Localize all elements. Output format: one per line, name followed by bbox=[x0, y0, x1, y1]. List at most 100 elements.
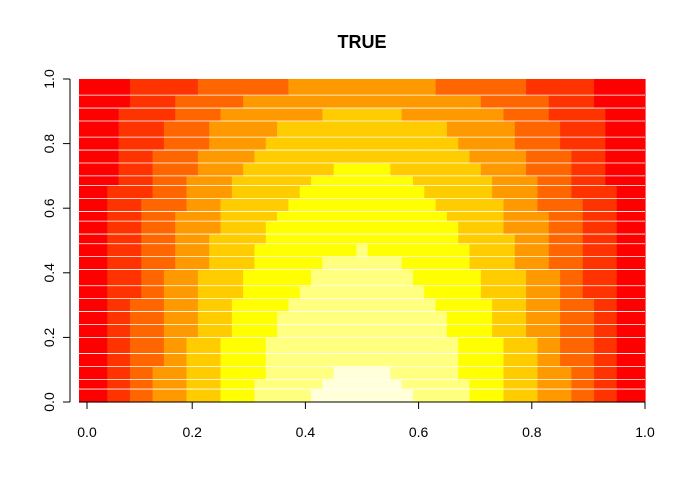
heatmap-cell bbox=[254, 269, 267, 287]
heatmap-cell bbox=[628, 311, 640, 326]
heatmap-cell bbox=[299, 211, 312, 222]
heatmap-cell bbox=[390, 379, 403, 390]
heatmap-cell bbox=[322, 137, 335, 151]
heatmap-cell bbox=[378, 298, 391, 313]
heatmap-cell bbox=[526, 285, 539, 300]
heatmap-cell bbox=[458, 79, 471, 96]
heatmap-cell bbox=[118, 324, 131, 338]
heatmap-cell bbox=[571, 256, 584, 271]
heatmap-cell bbox=[79, 150, 86, 164]
heatmap-cell bbox=[367, 353, 380, 368]
heatmap-cell bbox=[288, 162, 301, 177]
heatmap-cell bbox=[367, 324, 380, 338]
heatmap-cell bbox=[220, 79, 233, 96]
heatmap-cell bbox=[435, 162, 448, 177]
heatmap-cell bbox=[118, 337, 131, 355]
heatmap-cell bbox=[628, 298, 640, 313]
heatmap-cell bbox=[345, 389, 357, 403]
heatmap-cell bbox=[356, 298, 369, 313]
heatmap-cell bbox=[95, 211, 108, 222]
heatmap-cell bbox=[322, 175, 335, 187]
heatmap-cell bbox=[492, 243, 505, 258]
heatmap-cell bbox=[333, 256, 346, 271]
heatmap-cell bbox=[446, 162, 459, 177]
heatmap-cell bbox=[424, 353, 437, 368]
heatmap-cell bbox=[616, 162, 629, 177]
heatmap-cell bbox=[243, 79, 256, 96]
heatmap-cell bbox=[367, 175, 380, 187]
heatmap-cell bbox=[186, 379, 199, 390]
heatmap-cell bbox=[548, 211, 561, 222]
heatmap-cell bbox=[435, 337, 448, 355]
heatmap-cell bbox=[424, 150, 437, 164]
heatmap-cell bbox=[639, 337, 646, 355]
heatmap-cell bbox=[79, 269, 86, 287]
heatmap-cell bbox=[265, 120, 278, 138]
heatmap-cell bbox=[118, 79, 131, 96]
heatmap-cell bbox=[492, 234, 505, 245]
heatmap-cell bbox=[322, 269, 335, 287]
heatmap-cell bbox=[378, 198, 391, 213]
heatmap-cell bbox=[220, 243, 233, 258]
heatmap-cell bbox=[560, 353, 573, 368]
heatmap-cell bbox=[356, 311, 369, 326]
heatmap-cell bbox=[311, 150, 323, 164]
heatmap-cell bbox=[594, 150, 606, 164]
heatmap-cell bbox=[628, 120, 640, 138]
heatmap-cell bbox=[243, 211, 256, 222]
heatmap-cell bbox=[265, 298, 278, 313]
heatmap-cell bbox=[95, 311, 108, 326]
heatmap-cell bbox=[311, 175, 323, 187]
heatmap-cell bbox=[526, 234, 539, 245]
heatmap-cell bbox=[492, 311, 505, 326]
heatmap-cell bbox=[141, 108, 154, 122]
heatmap-cell bbox=[594, 324, 606, 338]
heatmap-cell bbox=[605, 221, 618, 235]
heatmap-cell bbox=[492, 211, 505, 222]
heatmap-cell bbox=[152, 353, 165, 368]
heatmap-cell bbox=[243, 256, 256, 271]
heatmap-cell bbox=[175, 150, 188, 164]
heatmap-cell bbox=[209, 324, 222, 338]
heatmap-cell bbox=[186, 162, 199, 177]
heatmap-cell bbox=[424, 95, 437, 109]
heatmap-cell bbox=[582, 162, 595, 177]
heatmap-cell bbox=[197, 175, 210, 187]
heatmap-cell bbox=[526, 221, 539, 235]
heatmap-cell bbox=[446, 198, 459, 213]
heatmap-cell bbox=[299, 79, 312, 96]
heatmap-cell bbox=[605, 311, 618, 326]
heatmap-cell bbox=[288, 198, 301, 213]
heatmap-cell bbox=[582, 137, 595, 151]
heatmap-cell bbox=[548, 185, 561, 200]
heatmap-cell bbox=[95, 353, 108, 368]
heatmap-cell bbox=[299, 379, 312, 390]
heatmap-cell bbox=[628, 198, 640, 213]
heatmap-cell bbox=[356, 162, 369, 177]
heatmap-cell bbox=[299, 269, 312, 287]
heatmap-cell bbox=[141, 337, 154, 355]
heatmap-cell bbox=[186, 366, 199, 380]
heatmap-cell bbox=[220, 120, 233, 138]
heatmap-cell bbox=[163, 108, 176, 122]
heatmap-cell bbox=[277, 185, 290, 200]
heatmap-cell bbox=[401, 256, 414, 271]
heatmap-cell bbox=[480, 95, 493, 109]
heatmap-cell bbox=[175, 269, 188, 287]
heatmap-cell bbox=[311, 389, 323, 403]
heatmap-cell bbox=[492, 79, 505, 96]
heatmap-cell bbox=[79, 324, 86, 338]
heatmap-cell bbox=[299, 150, 312, 164]
heatmap-cell bbox=[209, 175, 222, 187]
heatmap-cell bbox=[582, 243, 595, 258]
heatmap-cell bbox=[492, 221, 505, 235]
heatmap-cell bbox=[163, 95, 176, 109]
heatmap-cell bbox=[322, 120, 335, 138]
heatmap-cell bbox=[322, 243, 335, 258]
heatmap-cell bbox=[277, 79, 290, 96]
heatmap-cell bbox=[231, 379, 244, 390]
heatmap-cell bbox=[288, 256, 301, 271]
heatmap-cell bbox=[141, 162, 154, 177]
heatmap-cell bbox=[79, 120, 86, 138]
heatmap-cell bbox=[503, 108, 516, 122]
